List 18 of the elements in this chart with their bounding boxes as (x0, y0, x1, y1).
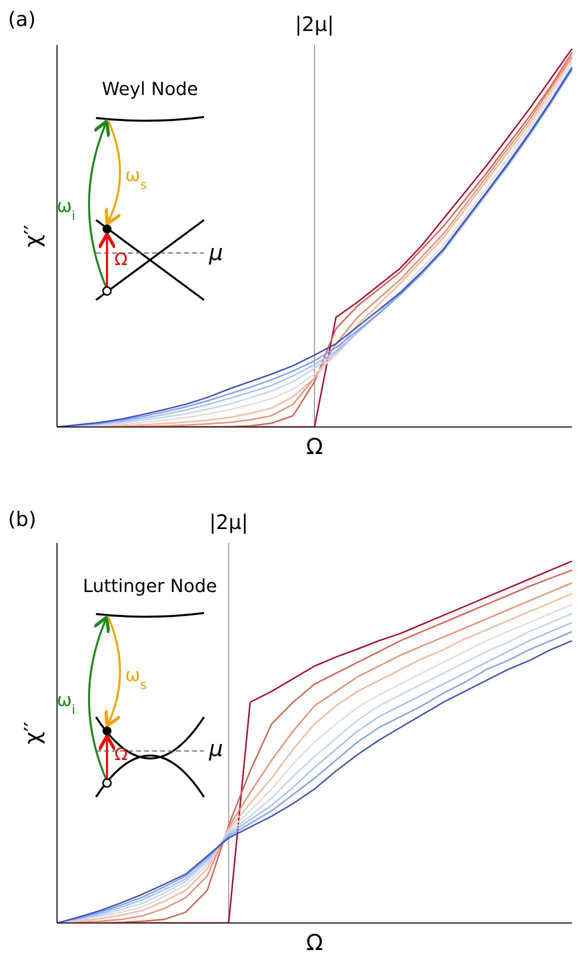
annotation: μ (208, 241, 223, 266)
x-axis-title: Ω (306, 435, 323, 460)
text: |2μ| (295, 12, 334, 36)
y-axis-title: χ′′ (21, 224, 46, 248)
text: |2μ| (209, 510, 248, 534)
annotation: ω$_{s}$ (125, 165, 147, 192)
annotation: ω$_{i}$ (56, 196, 76, 222)
y-axis-title: χ′′ (21, 722, 46, 744)
chart-title: (b) (8, 507, 36, 531)
x-axis-title: Ω (306, 931, 323, 956)
chart-title: (a) (8, 7, 36, 31)
annotation: μ (208, 737, 223, 762)
annotation: Ω (114, 250, 128, 270)
annotation: Luttinger Node (82, 576, 218, 597)
annotation: ω$_{s}$ (125, 665, 147, 692)
annotation: Weyl Node (102, 79, 198, 100)
annotation: Ω (114, 745, 128, 765)
annotation: ω$_{i}$ (56, 690, 76, 716)
